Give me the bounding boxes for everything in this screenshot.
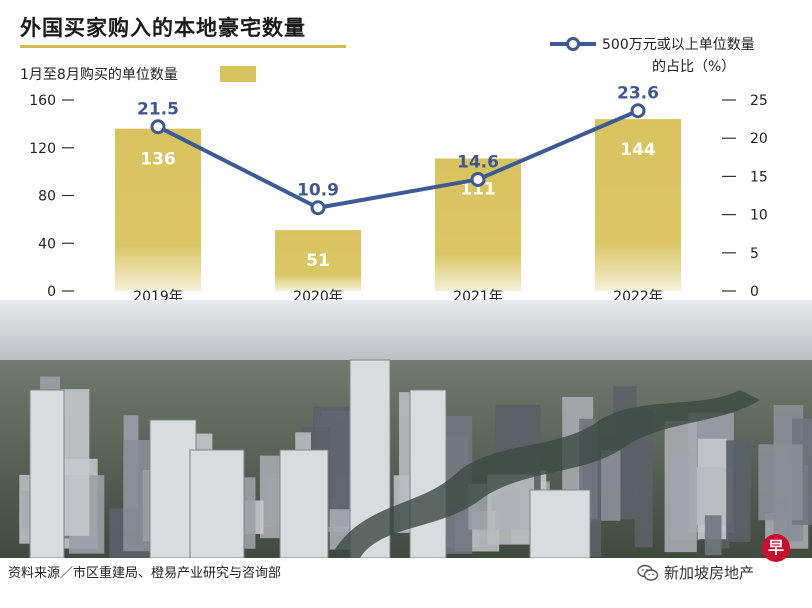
building-shape	[726, 440, 751, 543]
legend-line-label-1: 500万元或以上单位数量	[602, 37, 755, 53]
source-note: 资料来源／市区重建局、橙易产业研究与咨询部	[8, 566, 282, 581]
legend-line-label-2: 的占比（%）	[652, 59, 736, 75]
bar-value-label: 136	[140, 150, 176, 170]
building-shape	[60, 389, 90, 536]
line-value-label: 21.5	[137, 100, 179, 120]
left-tick-label: 40	[38, 236, 56, 252]
right-tick-label: 5	[750, 246, 759, 262]
bar-value-label: 144	[620, 140, 656, 160]
x-tick-label: 2019年	[133, 289, 183, 300]
left-tick-label: 160	[29, 93, 56, 109]
city-skyline-photo	[0, 300, 812, 558]
line-point	[470, 171, 486, 187]
right-tick-label: 25	[750, 93, 768, 109]
x-tick-label: 2020年	[293, 289, 343, 300]
bar	[595, 119, 681, 291]
bar-value-label: 51	[306, 251, 330, 271]
line-value-label: 23.6	[617, 84, 659, 104]
building-shape	[695, 467, 733, 525]
building-shape	[664, 420, 697, 553]
line-point	[150, 119, 166, 135]
watermark-text: 新加坡房地产	[664, 564, 755, 582]
building-shape	[634, 409, 653, 548]
right-tick-label: 20	[750, 131, 768, 147]
tower-shape	[189, 449, 245, 558]
tower-shape	[529, 489, 591, 558]
x-tick-label: 2021年	[453, 289, 503, 300]
zaobao-badge: 早	[762, 534, 790, 562]
right-tick-label: 10	[750, 208, 768, 224]
legend-bar-swatch	[220, 66, 256, 82]
tower-shape	[279, 449, 329, 558]
tower-shape	[29, 389, 65, 558]
title-underline	[20, 45, 346, 48]
bar	[115, 128, 201, 291]
line-value-label: 14.6	[457, 152, 499, 172]
bar	[275, 230, 361, 291]
tower-shape	[409, 389, 447, 558]
right-tick-label: 0	[750, 284, 759, 300]
tower-shape	[149, 419, 197, 558]
chart-title: 外国买家购入的本地豪宅数量	[20, 16, 306, 40]
chart-plot: 0 40 80 120 160 0 5 10 15 20 25 136 51 111 144 2019年…	[29, 84, 768, 300]
x-tick-label: 2022年	[613, 289, 663, 300]
right-tick-label: 15	[750, 169, 768, 185]
left-tick-label: 80	[38, 189, 56, 205]
left-tick-label: 120	[29, 141, 56, 157]
left-tick-label: 0	[47, 284, 56, 300]
line-series	[157, 108, 639, 210]
legend-line-marker	[550, 37, 596, 51]
building-shape	[704, 515, 722, 556]
bar-value-label: 111	[460, 179, 496, 199]
building-shape	[758, 444, 803, 521]
line-value-label: 10.9	[297, 181, 339, 201]
line-point	[310, 200, 326, 216]
wechat-icon	[637, 564, 659, 581]
line-point	[630, 103, 646, 119]
legend-bar-label: 1月至8月购买的单位数量	[20, 67, 178, 83]
